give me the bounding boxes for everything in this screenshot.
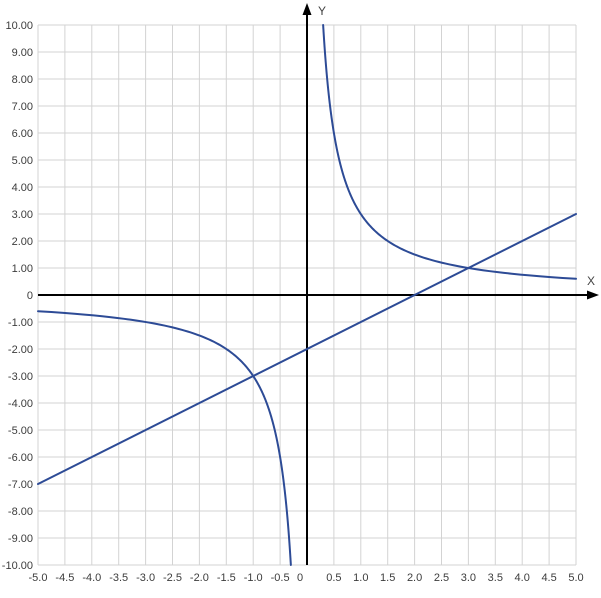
x-tick-label: 3.0	[461, 572, 476, 584]
x-tick-label: 5.0	[568, 572, 583, 584]
x-tick-label: -2.0	[190, 572, 209, 584]
y-tick-label: 0	[27, 290, 33, 302]
x-tick-label: 0	[297, 572, 303, 584]
curve-linear	[37, 213, 577, 485]
y-tick-label: -10.00	[2, 560, 33, 572]
y-tick-label: -6.00	[8, 452, 33, 464]
y-tick-label: -8.00	[8, 506, 33, 518]
y-tick-label: 10.00	[5, 20, 33, 32]
y-tick-label: -5.00	[8, 425, 33, 437]
x-tick-label: -4.0	[82, 572, 101, 584]
y-tick-label: 7.00	[12, 101, 33, 113]
x-axis-letter-label: X	[587, 274, 595, 288]
x-tick-label: -1.0	[244, 572, 263, 584]
y-tick-label: -1.00	[8, 317, 33, 329]
x-tick-label: 4.5	[541, 572, 556, 584]
y-axis-arrowhead-icon	[302, 3, 312, 15]
x-tick-label: 4.0	[515, 572, 530, 584]
y-tick-label: 8.00	[12, 74, 33, 86]
x-tick-label: 2.5	[434, 572, 449, 584]
y-tick-label: -9.00	[8, 533, 33, 545]
x-tick-label: -2.5	[163, 572, 182, 584]
axis-labels: X Y -5.0 -4.5 -4.0 -3.5 -3.0 -2.5 -2.0 -1.5 -1.0 -0…	[2, 4, 595, 584]
x-tick-label: -0.5	[271, 572, 290, 584]
y-tick-label: 3.00	[12, 209, 33, 221]
y-tick-label: -4.00	[8, 398, 33, 410]
y-tick-label: 1.00	[12, 263, 33, 275]
x-tick-label: -5.0	[29, 572, 48, 584]
y-tick-label: 5.00	[12, 155, 33, 167]
y-tick-label: 4.00	[12, 182, 33, 194]
x-tick-label: 2.0	[407, 572, 422, 584]
x-tick-label: -3.0	[136, 572, 155, 584]
y-tick-label: 6.00	[12, 128, 33, 140]
x-tick-label: 0.5	[326, 572, 341, 584]
y-tick-label: -7.00	[8, 479, 33, 491]
x-tick-label: 3.5	[488, 572, 503, 584]
y-axis-letter-label: Y	[318, 4, 326, 18]
curve-hyperbola	[322, 24, 577, 280]
x-tick-label: -4.5	[55, 572, 74, 584]
x-tick-label: 1.5	[380, 572, 395, 584]
y-tick-label: 2.00	[12, 236, 33, 248]
y-tick-label: -3.00	[8, 371, 33, 383]
axes	[38, 3, 599, 565]
x-tick-label: 1.0	[353, 572, 368, 584]
y-tick-label: 9.00	[12, 47, 33, 59]
x-tick-label: -1.5	[217, 572, 236, 584]
x-axis-arrowhead-icon	[587, 290, 599, 300]
y-tick-label: -2.00	[8, 344, 33, 356]
x-tick-label: -3.5	[109, 572, 128, 584]
curves	[37, 24, 577, 566]
curve-hyperbola	[37, 310, 292, 566]
